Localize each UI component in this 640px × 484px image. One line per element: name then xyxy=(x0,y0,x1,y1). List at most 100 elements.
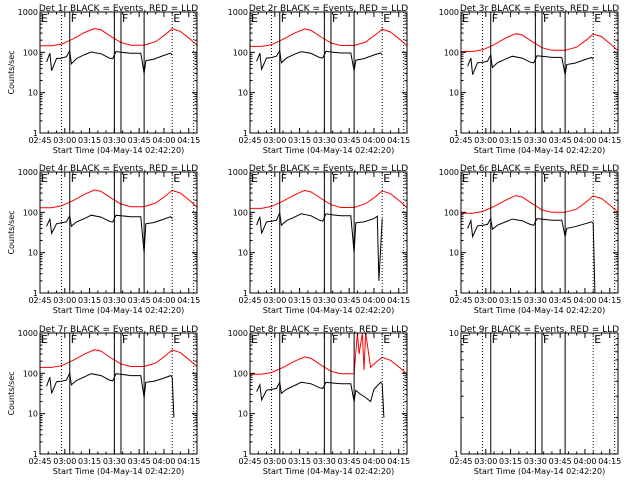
x-tick-label: 03:15 xyxy=(78,296,101,305)
y-tick-label: 100 xyxy=(444,48,459,57)
y-tick-label: 1 xyxy=(33,289,38,298)
plot-frame xyxy=(249,11,408,134)
panel-title: Det 8r BLACK = Events, RED = LLD xyxy=(249,325,408,335)
series-lld-line xyxy=(40,349,198,368)
x-tick-label: 03:15 xyxy=(288,136,311,145)
series-lld-line xyxy=(40,189,198,209)
y-tick-label: 10 xyxy=(238,410,248,419)
panel-det-3: Det 3r BLACK = Events, RED = LLD Start Ti… xyxy=(439,4,622,155)
x-tick-label: 02:45 xyxy=(238,296,261,305)
x-tick-label: 04:00 xyxy=(362,296,385,305)
series-events-line xyxy=(256,380,385,418)
x-tick-label: 03:00 xyxy=(263,136,286,145)
y-tick-label: 10 xyxy=(28,410,38,419)
plot-frame xyxy=(249,171,408,294)
marker-label: F xyxy=(122,12,128,25)
y-tick-label: 10 xyxy=(28,249,38,258)
x-tick-label: 03:45 xyxy=(128,136,151,145)
y-axis-label: Counts/sec xyxy=(7,210,16,254)
x-tick-label: 03:30 xyxy=(524,296,547,305)
y-tick-label: 1 xyxy=(33,129,38,138)
panel-det-8: Det 8r BLACK = Events, RED = LLD Start Ti… xyxy=(228,325,411,476)
y-tick-label: 100 xyxy=(23,48,38,57)
x-axis-label: Start Time (04-May-14 02:42:20) xyxy=(53,306,184,315)
marker-label: E xyxy=(594,172,601,185)
panel-title: Det 3r BLACK = Events, RED = LLD xyxy=(460,4,619,14)
series-lld-line xyxy=(250,189,408,209)
x-tick-label: 03:15 xyxy=(499,136,522,145)
marker-label: E xyxy=(173,172,180,185)
marker-label: F xyxy=(492,333,498,346)
panel-det-1: Det 1r BLACK = Events, RED = LLD Counts/s… xyxy=(7,4,200,155)
x-tick-label: 02:45 xyxy=(238,136,261,145)
marker-label: E xyxy=(41,333,48,346)
panel-det-6: Det 6r BLACK = Events, RED = LLD Start Ti… xyxy=(439,164,622,315)
x-tick-label: 04:00 xyxy=(152,136,175,145)
series-events-line xyxy=(46,49,173,74)
marker-label: E xyxy=(251,12,258,25)
y-tick-label: 1 xyxy=(454,289,459,298)
y-tick-label: 1000 xyxy=(18,329,38,338)
y-tick-label: 1000 xyxy=(228,8,248,17)
marker-label: F xyxy=(281,333,287,346)
x-tick-label: 02:45 xyxy=(449,296,472,305)
x-tick-label: 04:00 xyxy=(573,457,596,466)
series-events-line xyxy=(467,217,596,294)
x-axis-label: Start Time (04-May-14 02:42:20) xyxy=(474,467,605,476)
x-tick-label: 03:30 xyxy=(313,457,336,466)
plot-frame xyxy=(39,332,198,455)
x-tick-label: 03:15 xyxy=(78,136,101,145)
panel-det-2: Det 2r BLACK = Events, RED = LLD Start Ti… xyxy=(228,4,411,155)
y-tick-label: 1 xyxy=(243,450,248,459)
marker-label: E xyxy=(383,172,390,185)
plot-frame xyxy=(249,332,408,455)
x-tick-label: 02:45 xyxy=(28,136,51,145)
marker-label: E xyxy=(173,12,180,25)
x-tick-label: 03:15 xyxy=(499,457,522,466)
y-tick-label: 1 xyxy=(454,450,459,459)
panel-title: Det 5r BLACK = Events, RED = LLD xyxy=(249,164,408,174)
marker-label: E xyxy=(41,172,48,185)
x-axis-label: Start Time (04-May-14 02:42:20) xyxy=(53,146,184,155)
marker-label: F xyxy=(543,333,549,346)
y-axis-label: Counts/sec xyxy=(7,50,16,94)
marker-label: F xyxy=(492,172,498,185)
panel-det-4: Det 4r BLACK = Events, RED = LLD Counts/s… xyxy=(7,164,200,315)
y-tick-label: 10 xyxy=(238,89,248,98)
y-tick-label: 10 xyxy=(449,329,459,338)
y-axis-label: Counts/sec xyxy=(7,371,16,415)
y-tick-label: 1000 xyxy=(439,8,459,17)
x-tick-label: 02:45 xyxy=(28,457,51,466)
x-tick-label: 03:15 xyxy=(78,457,101,466)
marker-label: F xyxy=(332,172,338,185)
y-tick-label: 1000 xyxy=(18,168,38,177)
x-tick-label: 04:15 xyxy=(598,457,621,466)
series-lld-line xyxy=(461,195,619,214)
plot-frame xyxy=(460,332,619,455)
x-tick-label: 03:30 xyxy=(524,136,547,145)
x-tick-label: 03:30 xyxy=(103,136,126,145)
x-tick-label: 03:00 xyxy=(474,296,497,305)
series-events-line xyxy=(46,371,175,418)
marker-label: F xyxy=(281,172,287,185)
y-tick-label: 1000 xyxy=(18,8,38,17)
plot-frame xyxy=(460,171,619,294)
x-tick-label: 04:15 xyxy=(177,136,200,145)
panel-det-9: Det 9r BLACK = Events, RED = LLD Start Ti… xyxy=(449,325,621,476)
x-tick-label: 04:00 xyxy=(362,457,385,466)
x-tick-label: 03:45 xyxy=(128,296,151,305)
x-tick-label: 03:45 xyxy=(549,296,572,305)
marker-label: E xyxy=(594,333,601,346)
y-tick-label: 100 xyxy=(233,48,248,57)
y-tick-label: 1000 xyxy=(228,168,248,177)
x-tick-label: 03:00 xyxy=(263,296,286,305)
panel-title: Det 9r BLACK = Events, RED = LLD xyxy=(460,325,619,335)
marker-label: E xyxy=(383,12,390,25)
panel-title: Det 1r BLACK = Events, RED = LLD xyxy=(39,4,198,14)
y-tick-label: 1000 xyxy=(439,168,459,177)
marker-label: F xyxy=(71,172,77,185)
series-events-line xyxy=(467,53,594,75)
x-tick-label: 04:00 xyxy=(152,296,175,305)
